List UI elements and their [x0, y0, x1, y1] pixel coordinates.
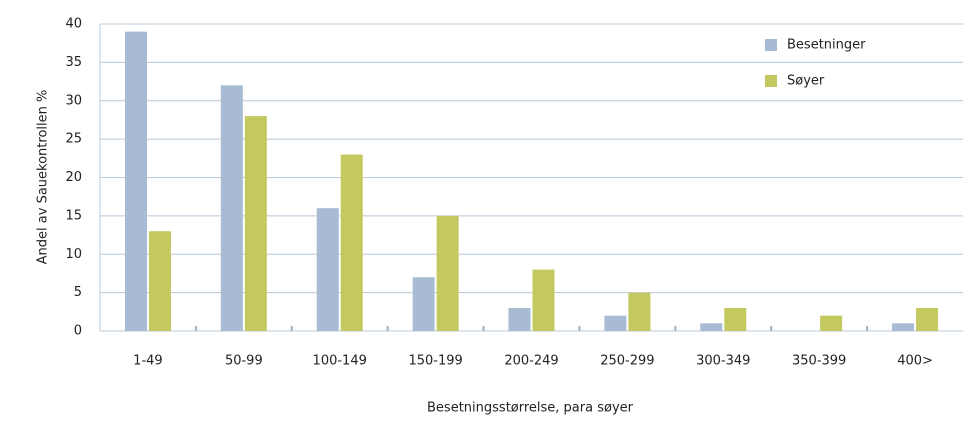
- bar: [244, 116, 267, 331]
- bar: [148, 231, 171, 331]
- legend-swatch: [765, 39, 777, 51]
- bar: [316, 208, 339, 331]
- x-tick-label: 150-199: [408, 354, 462, 369]
- y-tick-label: 40: [65, 17, 82, 32]
- x-axis-label: Besetningsstørrelse, para søyer: [427, 401, 634, 416]
- x-tick-label: 200-249: [504, 354, 558, 369]
- bar: [724, 307, 747, 331]
- bar: [532, 269, 555, 331]
- bar: [124, 31, 147, 332]
- y-tick-label: 0: [74, 324, 82, 339]
- y-tick-label: 35: [65, 55, 82, 70]
- bar: [220, 85, 243, 332]
- y-tick-label: 20: [65, 170, 82, 185]
- y-tick-label: 25: [65, 132, 82, 147]
- y-tick-label: 5: [74, 285, 82, 300]
- x-tick-label: 50-99: [225, 354, 263, 369]
- bar: [436, 215, 459, 331]
- legend-label: Besetninger: [787, 38, 866, 53]
- legend-swatch: [765, 75, 777, 87]
- bar: [820, 315, 843, 331]
- bar: [340, 154, 363, 331]
- y-tick-label: 30: [65, 93, 82, 108]
- bar: [916, 307, 939, 331]
- y-tick-label: 10: [65, 247, 82, 262]
- legend-label: Søyer: [787, 74, 825, 89]
- x-tick-label: 1-49: [133, 354, 163, 369]
- x-tick-label: 300-349: [696, 354, 750, 369]
- bar: [892, 323, 915, 331]
- x-tick-label: 100-149: [313, 354, 367, 369]
- y-tick-label: 15: [65, 208, 82, 223]
- bar: [628, 292, 651, 331]
- bar: [604, 315, 627, 331]
- x-tick-label: 400>: [897, 354, 933, 369]
- y-axis-label: Andel av Sauekontrollen %: [36, 90, 51, 265]
- x-tick-label: 350-399: [792, 354, 846, 369]
- bar: [412, 277, 435, 331]
- bar: [700, 323, 723, 331]
- bar: [508, 307, 531, 331]
- x-tick-label: 250-299: [600, 354, 654, 369]
